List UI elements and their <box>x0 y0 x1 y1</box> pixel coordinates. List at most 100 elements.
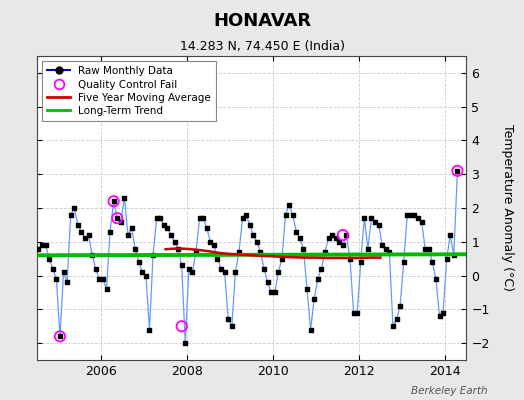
Point <box>113 215 122 221</box>
Point <box>317 266 325 272</box>
Point <box>221 269 229 275</box>
Point <box>56 333 64 340</box>
Point <box>332 235 340 242</box>
Point <box>67 212 75 218</box>
Point <box>188 269 196 275</box>
Point <box>174 245 182 252</box>
Point <box>274 269 282 275</box>
Point <box>227 323 236 330</box>
Point <box>160 222 168 228</box>
Point <box>74 222 82 228</box>
Point <box>192 249 200 255</box>
Point <box>145 326 154 333</box>
Point <box>235 249 243 255</box>
Point <box>70 205 79 211</box>
Point <box>152 215 161 221</box>
Point <box>367 215 376 221</box>
Point <box>49 266 57 272</box>
Point <box>224 316 233 323</box>
Point <box>178 323 186 330</box>
Point <box>418 218 426 225</box>
Point <box>106 228 114 235</box>
Point <box>131 245 139 252</box>
Point <box>238 215 247 221</box>
Point <box>52 276 61 282</box>
Point <box>110 198 118 204</box>
Point <box>199 215 208 221</box>
Point <box>270 289 279 296</box>
Point <box>346 256 354 262</box>
Point <box>178 262 186 269</box>
Legend: Raw Monthly Data, Quality Control Fail, Five Year Moving Average, Long-Term Tren: Raw Monthly Data, Quality Control Fail, … <box>42 61 216 121</box>
Point <box>307 326 315 333</box>
Point <box>360 215 368 221</box>
Point <box>13 249 21 255</box>
Point <box>120 195 128 201</box>
Point <box>385 249 394 255</box>
Point <box>313 276 322 282</box>
Point <box>110 198 118 204</box>
Point <box>253 238 261 245</box>
Point <box>432 276 440 282</box>
Point <box>453 168 462 174</box>
Point <box>350 310 358 316</box>
Point <box>392 316 401 323</box>
Point <box>278 256 286 262</box>
Text: 14.283 N, 74.450 E (India): 14.283 N, 74.450 E (India) <box>180 40 344 53</box>
Point <box>260 266 268 272</box>
Point <box>92 266 100 272</box>
Point <box>281 212 290 218</box>
Point <box>38 242 46 248</box>
Point <box>138 269 147 275</box>
Point <box>156 215 165 221</box>
Point <box>410 212 419 218</box>
Point <box>375 222 383 228</box>
Point <box>324 235 333 242</box>
Point <box>339 242 347 248</box>
Point <box>81 235 89 242</box>
Point <box>24 249 32 255</box>
Point <box>453 168 462 174</box>
Point <box>184 266 193 272</box>
Point <box>249 232 257 238</box>
Point <box>256 249 265 255</box>
Point <box>231 269 239 275</box>
Point <box>396 303 405 309</box>
Point <box>56 333 64 340</box>
Point <box>102 286 111 292</box>
Point <box>303 286 311 292</box>
Point <box>16 235 25 242</box>
Point <box>435 313 444 319</box>
Point <box>450 252 458 258</box>
Point <box>127 225 136 232</box>
Point <box>242 212 250 218</box>
Point <box>442 256 451 262</box>
Point <box>206 238 214 245</box>
Point <box>424 245 433 252</box>
Point <box>371 218 379 225</box>
Point <box>403 212 411 218</box>
Point <box>339 232 347 238</box>
Point <box>321 249 329 255</box>
Point <box>99 276 107 282</box>
Point <box>141 272 150 279</box>
Point <box>364 245 372 252</box>
Point <box>439 310 447 316</box>
Point <box>195 215 204 221</box>
Point <box>59 269 68 275</box>
Point <box>407 212 415 218</box>
Point <box>217 266 225 272</box>
Point <box>27 252 36 258</box>
Point <box>285 202 293 208</box>
Y-axis label: Temperature Anomaly (°C): Temperature Anomaly (°C) <box>501 124 514 292</box>
Point <box>289 212 297 218</box>
Point <box>210 242 218 248</box>
Point <box>45 256 53 262</box>
Point <box>20 242 28 248</box>
Point <box>63 279 71 286</box>
Point <box>267 289 276 296</box>
Point <box>299 245 308 252</box>
Point <box>77 228 85 235</box>
Point <box>31 245 39 252</box>
Point <box>117 218 125 225</box>
